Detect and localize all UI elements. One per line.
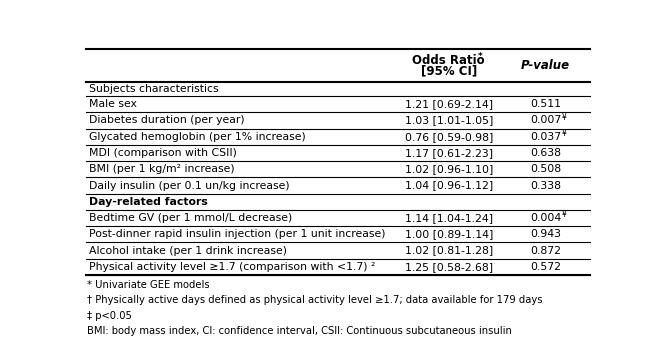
Text: Glycated hemoglobin (per 1% increase): Glycated hemoglobin (per 1% increase) bbox=[89, 132, 306, 142]
Text: 0.511: 0.511 bbox=[530, 99, 561, 109]
Text: ¥: ¥ bbox=[562, 210, 566, 219]
Text: Bedtime GV (per 1 mmol/L decrease): Bedtime GV (per 1 mmol/L decrease) bbox=[89, 213, 292, 223]
Text: Subjects characteristics: Subjects characteristics bbox=[89, 84, 218, 94]
Text: Male sex: Male sex bbox=[89, 99, 137, 109]
Text: 1.02 [0.81-1.28]: 1.02 [0.81-1.28] bbox=[405, 246, 493, 256]
Text: *: * bbox=[478, 52, 483, 61]
Text: 0.638: 0.638 bbox=[530, 148, 561, 158]
Text: Physical activity level ≥1.7 (comparison with <1.7) ²: Physical activity level ≥1.7 (comparison… bbox=[89, 262, 375, 272]
Text: 0.338: 0.338 bbox=[530, 181, 561, 190]
Text: ‡ p<0.05: ‡ p<0.05 bbox=[87, 311, 132, 321]
Text: 1.14 [1.04-1.24]: 1.14 [1.04-1.24] bbox=[405, 213, 493, 223]
Text: 0.508: 0.508 bbox=[530, 164, 561, 174]
Text: Alcohol intake (per 1 drink increase): Alcohol intake (per 1 drink increase) bbox=[89, 246, 286, 256]
Text: Daily insulin (per 0.1 un/kg increase): Daily insulin (per 0.1 un/kg increase) bbox=[89, 181, 289, 190]
Text: Post-dinner rapid insulin injection (per 1 unit increase): Post-dinner rapid insulin injection (per… bbox=[89, 229, 385, 239]
Text: ¥: ¥ bbox=[562, 129, 566, 138]
Text: 1.03 [1.01-1.05]: 1.03 [1.01-1.05] bbox=[405, 115, 493, 126]
Text: ¥: ¥ bbox=[562, 112, 566, 122]
Text: 0.943: 0.943 bbox=[530, 229, 561, 239]
Text: 1.04 [0.96-1.12]: 1.04 [0.96-1.12] bbox=[405, 181, 493, 190]
Text: Odds Ratio: Odds Ratio bbox=[413, 54, 485, 67]
Text: 1.21 [0.69-2.14]: 1.21 [0.69-2.14] bbox=[405, 99, 493, 109]
Text: 1.02 [0.96-1.10]: 1.02 [0.96-1.10] bbox=[405, 164, 493, 174]
Text: 0.872: 0.872 bbox=[530, 246, 561, 256]
Text: 0.037: 0.037 bbox=[530, 132, 561, 142]
Text: Day-related factors: Day-related factors bbox=[89, 197, 208, 207]
Text: BMI: body mass index, CI: confidence interval, CSII: Continuous subcutaneous ins: BMI: body mass index, CI: confidence int… bbox=[87, 326, 512, 336]
Text: 0.004: 0.004 bbox=[530, 213, 561, 223]
Text: * Univariate GEE models: * Univariate GEE models bbox=[87, 280, 210, 290]
Text: 1.25 [0.58-2.68]: 1.25 [0.58-2.68] bbox=[405, 262, 493, 272]
Text: MDI (comparison with CSII): MDI (comparison with CSII) bbox=[89, 148, 237, 158]
Text: † Physically active days defined as physical activity level ≥1.7; data available: † Physically active days defined as phys… bbox=[87, 295, 543, 305]
Text: [95% CI]: [95% CI] bbox=[420, 64, 477, 77]
Text: 0.76 [0.59-0.98]: 0.76 [0.59-0.98] bbox=[405, 132, 493, 142]
Text: P-value: P-value bbox=[521, 59, 570, 72]
Text: 1.00 [0.89-1.14]: 1.00 [0.89-1.14] bbox=[405, 229, 493, 239]
Text: Diabetes duration (per year): Diabetes duration (per year) bbox=[89, 115, 244, 126]
Text: 0.572: 0.572 bbox=[530, 262, 561, 272]
Text: 1.17 [0.61-2.23]: 1.17 [0.61-2.23] bbox=[405, 148, 493, 158]
Text: 0.007: 0.007 bbox=[530, 115, 561, 126]
Text: BMI (per 1 kg/m² increase): BMI (per 1 kg/m² increase) bbox=[89, 164, 235, 174]
